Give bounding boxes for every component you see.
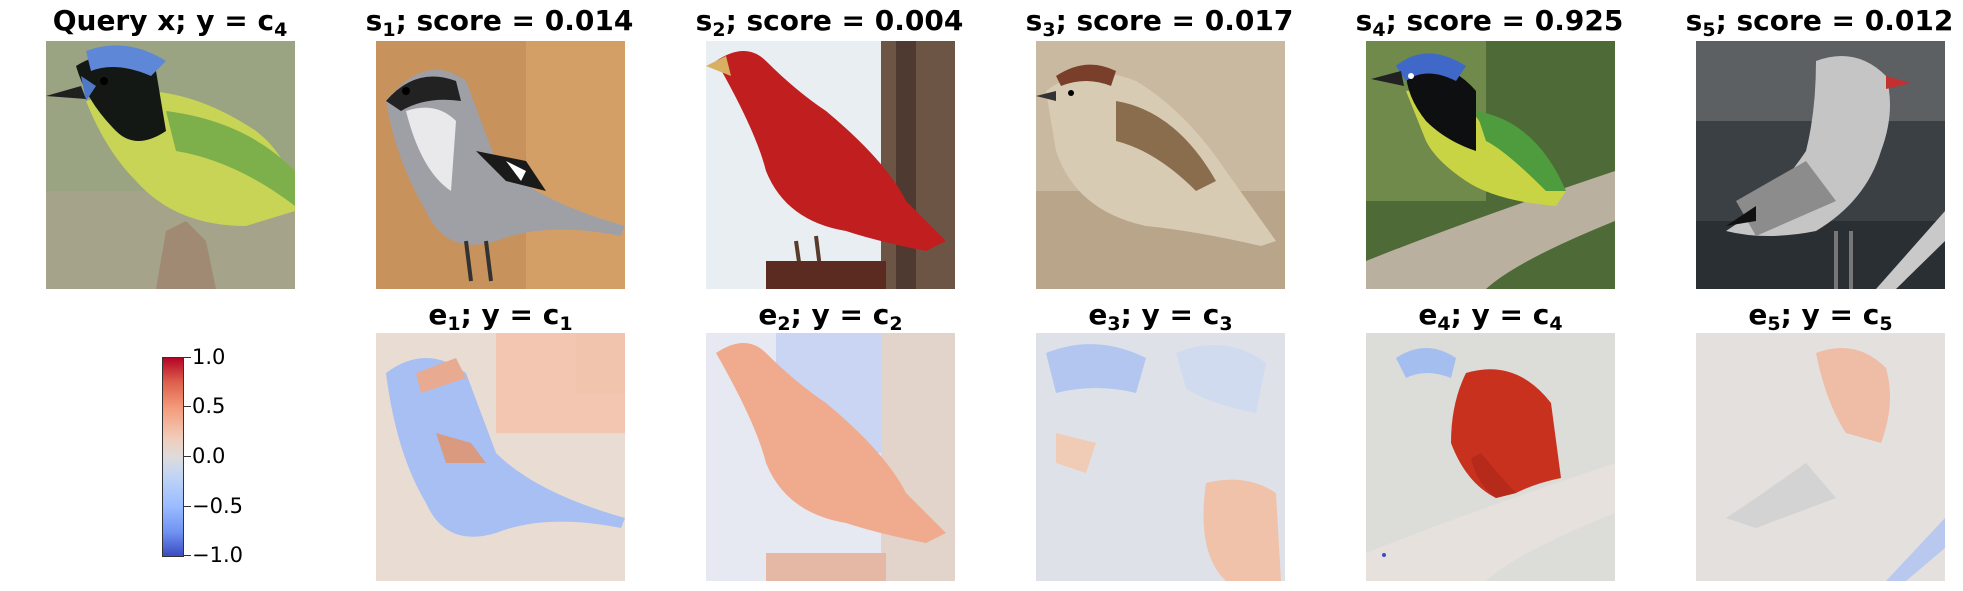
query-title-text: Query x; y = c xyxy=(52,4,275,37)
e4-title-e: e xyxy=(1418,298,1438,331)
colorbar-tick-label: 1.0 xyxy=(192,345,226,369)
e1-title-mid: ; y = c xyxy=(460,298,560,331)
s2-title-s: s xyxy=(695,4,713,37)
s3-title-s: s xyxy=(1025,4,1043,37)
s5-title-s: s xyxy=(1685,4,1703,37)
e2-title-mid: ; y = c xyxy=(790,298,890,331)
colorbar-tick-label: −0.5 xyxy=(192,494,243,518)
s1-image xyxy=(376,41,625,289)
s1-title-sub: 1 xyxy=(382,19,396,41)
s1-title: s1; score = 0.014 xyxy=(362,4,637,41)
s3-image xyxy=(1036,41,1285,289)
e3-title-sub2: 3 xyxy=(1219,313,1233,335)
s3-title-score: ; score = 0.017 xyxy=(1055,4,1294,37)
s4-title-sub: 4 xyxy=(1372,19,1386,41)
s5-title: s5; score = 0.012 xyxy=(1682,4,1957,41)
colorbar-tick xyxy=(183,456,191,457)
e1-heatmap xyxy=(376,333,625,581)
e3-title: e3; y = c3 xyxy=(1036,298,1285,335)
s2-title: s2; score = 0.004 xyxy=(692,4,967,41)
colorbar-tick-label: 0.0 xyxy=(192,444,226,468)
s1-title-s: s xyxy=(365,4,383,37)
colorbar-tick xyxy=(183,406,191,407)
query-title-sub: 4 xyxy=(274,19,288,41)
colorbar-tick xyxy=(183,357,191,358)
e5-title-mid: ; y = c xyxy=(1780,298,1880,331)
e4-heatmap xyxy=(1366,333,1615,581)
s3-title: s3; score = 0.017 xyxy=(1022,4,1297,41)
e5-title-e: e xyxy=(1748,298,1768,331)
s1-title-score: ; score = 0.014 xyxy=(395,4,634,37)
e4-title-sub2: 4 xyxy=(1549,313,1563,335)
e3-title-e: e xyxy=(1088,298,1108,331)
s3-title-sub: 3 xyxy=(1042,19,1056,41)
e1-title-sub: 1 xyxy=(447,313,461,335)
s4-image xyxy=(1366,41,1615,289)
e2-heatmap xyxy=(706,333,955,581)
s2-title-score: ; score = 0.004 xyxy=(725,4,964,37)
e1-title: e1; y = c1 xyxy=(376,298,625,335)
e5-title: e5; y = c5 xyxy=(1696,298,1945,335)
query-title: Query x; y = c4 xyxy=(45,4,295,41)
e5-heatmap xyxy=(1696,333,1945,581)
e3-heatmap xyxy=(1036,333,1285,581)
s4-title: s4; score = 0.925 xyxy=(1352,4,1627,41)
e2-title-sub2: 2 xyxy=(889,313,903,335)
e4-title-sub: 4 xyxy=(1437,313,1451,335)
e5-title-sub: 5 xyxy=(1767,313,1781,335)
e4-title-mid: ; y = c xyxy=(1450,298,1550,331)
e5-title-sub2: 5 xyxy=(1879,313,1893,335)
e2-title-sub: 2 xyxy=(777,313,791,335)
colorbar-tick xyxy=(183,555,191,556)
query-image xyxy=(46,41,295,289)
s5-title-score: ; score = 0.012 xyxy=(1715,4,1954,37)
s4-title-score: ; score = 0.925 xyxy=(1385,4,1624,37)
e4-title: e4; y = c4 xyxy=(1366,298,1615,335)
e3-title-mid: ; y = c xyxy=(1120,298,1220,331)
e2-title-e: e xyxy=(758,298,778,331)
e1-title-e: e xyxy=(428,298,448,331)
s4-title-s: s xyxy=(1355,4,1373,37)
s2-title-sub: 2 xyxy=(712,19,726,41)
colorbar-tick xyxy=(183,506,191,507)
s5-title-sub: 5 xyxy=(1702,19,1716,41)
colorbar xyxy=(162,357,184,557)
colorbar-tick-label: 0.5 xyxy=(192,394,226,418)
colorbar-tick-label: −1.0 xyxy=(192,543,243,567)
s5-image xyxy=(1696,41,1945,289)
s2-image xyxy=(706,41,955,289)
e3-title-sub: 3 xyxy=(1107,313,1121,335)
e1-title-sub2: 1 xyxy=(559,313,573,335)
e2-title: e2; y = c2 xyxy=(706,298,955,335)
